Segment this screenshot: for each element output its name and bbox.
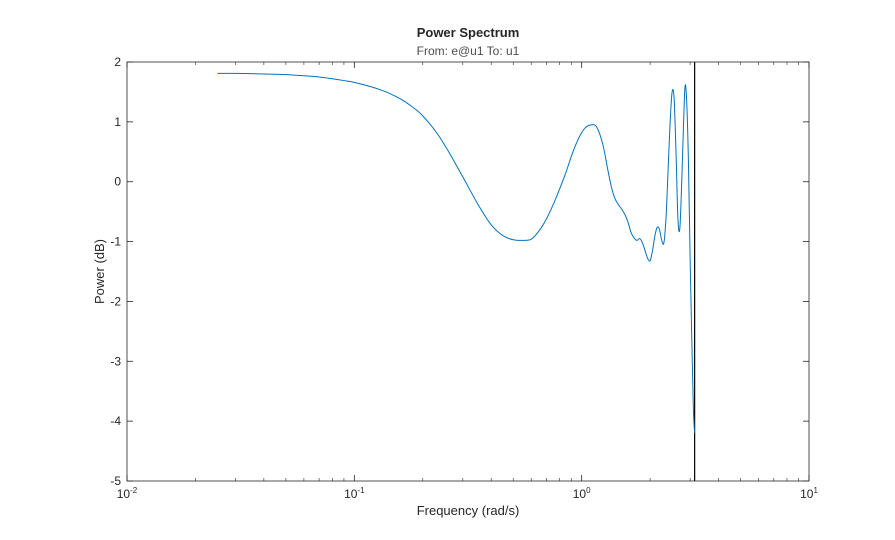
y-tick-label: -4 <box>110 414 121 428</box>
x-tick-label: 10-2 <box>117 486 138 501</box>
x-tick-base: 10 <box>117 487 131 501</box>
x-tick-label: 101 <box>800 486 818 501</box>
x-tick-base: 10 <box>800 487 814 501</box>
x-axis-label: Frequency (rad/s) <box>417 503 520 518</box>
x-tick-exponent: 1 <box>813 486 818 495</box>
y-tick-labels: 2 1 0 -1 -2 -3 -4 -5 <box>110 55 121 488</box>
y-tick-label: 2 <box>114 55 121 69</box>
plot-frame <box>126 61 810 482</box>
y-tick-label: 0 <box>114 175 121 189</box>
x-tick-exponent: 0 <box>586 486 591 495</box>
x-tick-base: 10 <box>344 487 358 501</box>
series-layer <box>217 62 696 481</box>
power-spectrum-line <box>217 72 696 434</box>
y-axis-label: Power (dB) <box>92 239 107 304</box>
chart-title: Power Spectrum <box>417 25 520 40</box>
y-tick-label: -5 <box>110 474 121 488</box>
y-tick-label: 1 <box>114 115 121 129</box>
x-tick-label: 10-1 <box>344 486 365 501</box>
y-tick-label: -3 <box>110 354 121 368</box>
chart-subtitle: From: e@u1 To: u1 <box>417 44 520 58</box>
x-tick-exponent: -2 <box>130 486 138 495</box>
x-tick-label: 100 <box>573 486 591 501</box>
x-tick-base: 10 <box>573 487 587 501</box>
y-tick-label: -2 <box>110 294 121 308</box>
plot-area <box>127 62 809 481</box>
x-tick-labels: 10-2 10-1 100 101 <box>117 486 819 501</box>
x-tick-exponent: -1 <box>357 486 365 495</box>
y-tick-label: -1 <box>110 235 121 249</box>
